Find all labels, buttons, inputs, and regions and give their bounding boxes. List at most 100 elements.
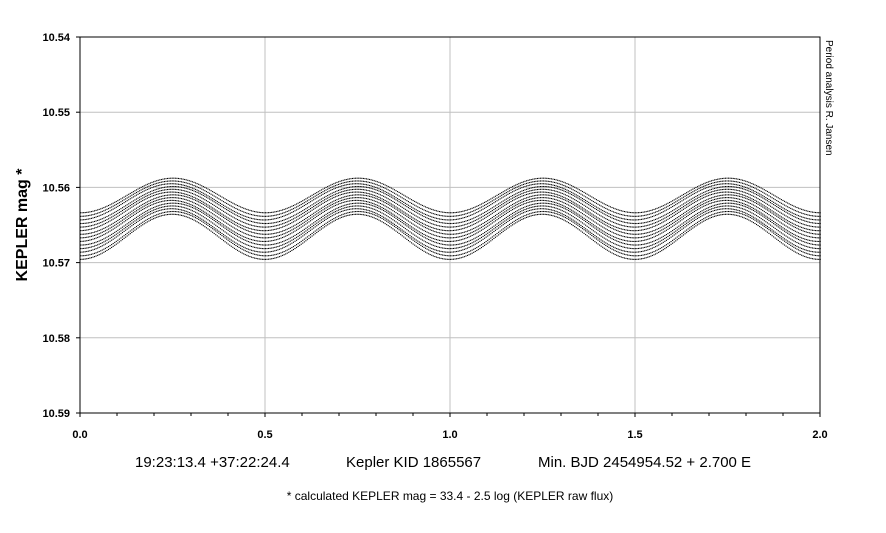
data-point (682, 193, 685, 196)
data-point (286, 224, 288, 226)
data-point (325, 192, 327, 194)
data-point (742, 179, 744, 181)
data-point (146, 201, 148, 203)
data-point (316, 220, 318, 222)
data-point (754, 190, 756, 193)
data-point (257, 211, 259, 213)
data-point (670, 213, 672, 216)
data-point (319, 220, 321, 222)
data-point (707, 183, 709, 186)
data-point (498, 193, 500, 195)
data-point (272, 247, 274, 249)
data-point (597, 213, 599, 215)
data-point (693, 214, 695, 216)
data-point (440, 215, 442, 217)
data-point (359, 202, 361, 204)
data-point (550, 178, 552, 180)
data-point (656, 239, 658, 241)
data-point (578, 207, 580, 209)
data-point (429, 239, 431, 241)
data-point (101, 224, 103, 226)
data-point (631, 219, 633, 221)
data-point (372, 194, 374, 196)
data-point (137, 211, 139, 213)
data-point (92, 224, 94, 226)
data-point (86, 247, 88, 249)
data-point (397, 203, 399, 205)
data-point (240, 216, 242, 218)
data-point (734, 200, 736, 202)
data-point (777, 216, 779, 218)
data-point (706, 190, 708, 192)
data-point (145, 210, 147, 213)
data-point (557, 202, 559, 204)
data-point (654, 235, 657, 237)
data-point (308, 218, 310, 220)
data-point (751, 209, 753, 211)
data-point (647, 224, 649, 226)
data-point (567, 183, 570, 185)
data-point (588, 217, 590, 219)
data-point (236, 218, 239, 221)
data-point (754, 210, 756, 212)
data-point (160, 204, 162, 206)
data-point (740, 193, 742, 195)
data-point (681, 216, 683, 218)
data-point (168, 186, 170, 188)
data-point (726, 191, 728, 193)
data-point (564, 194, 566, 196)
data-point (269, 219, 271, 221)
data-point (662, 231, 664, 233)
data-point (123, 221, 125, 223)
data-point (125, 217, 127, 219)
data-point (421, 215, 423, 217)
data-point (261, 248, 263, 250)
data-point (288, 238, 290, 240)
data-point (668, 227, 671, 229)
data-point (759, 186, 761, 188)
data-point (524, 185, 526, 188)
data-point (707, 201, 709, 203)
data-point (653, 225, 655, 227)
data-point (665, 223, 667, 225)
data-point (627, 240, 629, 242)
data-point (219, 199, 221, 201)
data-point (818, 240, 820, 243)
data-point (342, 182, 344, 184)
data-point (712, 196, 714, 198)
data-point (449, 222, 451, 225)
data-point (379, 188, 382, 190)
data-point (804, 227, 806, 229)
data-point (571, 194, 573, 196)
data-point (207, 215, 209, 217)
data-point (149, 182, 152, 184)
data-point (653, 233, 655, 235)
data-point (435, 210, 437, 212)
data-point (459, 225, 461, 227)
data-point (181, 203, 183, 205)
data-point (132, 196, 134, 198)
data-point (588, 213, 590, 215)
data-point (222, 207, 225, 209)
data-point (748, 188, 750, 190)
data-point (174, 183, 176, 185)
data-point (496, 223, 498, 225)
data-point (174, 200, 176, 202)
data-point (386, 197, 388, 199)
data-point (577, 197, 579, 199)
data-point (714, 201, 716, 203)
data-point (710, 193, 713, 196)
data-point (462, 210, 464, 212)
data-point (712, 201, 714, 204)
data-point (238, 215, 240, 218)
data-point (275, 235, 277, 237)
data-point (546, 177, 548, 179)
data-point (167, 188, 169, 191)
data-point (487, 222, 489, 224)
data-point (549, 189, 551, 191)
data-point (207, 219, 209, 221)
data-point (466, 223, 469, 225)
data-point (661, 205, 663, 207)
data-point (305, 201, 307, 203)
data-point (397, 216, 399, 218)
